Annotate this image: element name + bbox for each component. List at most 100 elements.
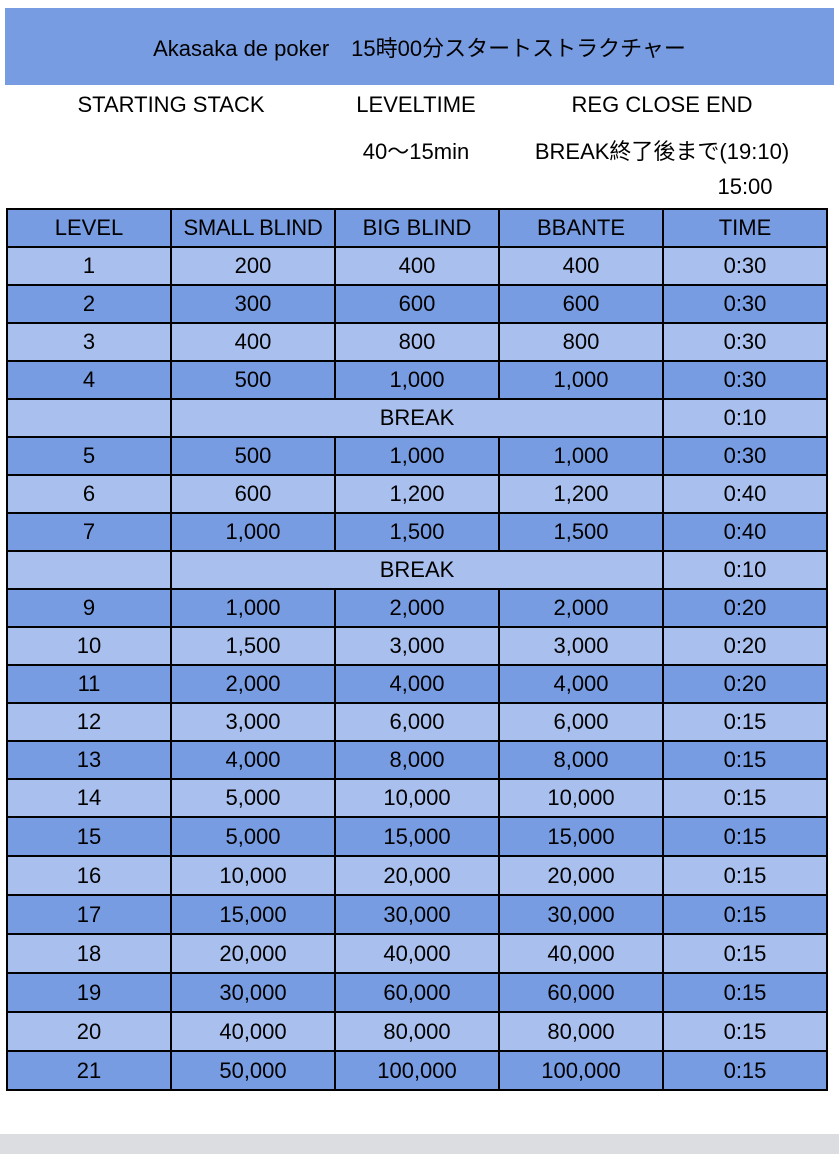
time-cell: 0:15 (662, 972, 828, 1013)
level-cell: 11 (6, 664, 172, 704)
bbante-cell: 10,000 (498, 778, 664, 818)
level-cell: 1 (6, 246, 172, 286)
level-row: 2 300 600 600 0:30 (6, 284, 828, 324)
level-cell: 3 (6, 322, 172, 362)
bbante-cell: 400 (498, 246, 664, 286)
big-blind-cell: 8,000 (334, 740, 500, 780)
bbante-cell: 1,000 (498, 436, 664, 476)
level-row: 13 4,000 8,000 8,000 0:15 (6, 740, 828, 780)
big-blind-cell: 1,000 (334, 360, 500, 400)
time-cell: 0:15 (662, 894, 828, 935)
level-cell: 6 (6, 474, 172, 514)
level-cell (6, 398, 172, 438)
small-blind-cell: 600 (170, 474, 336, 514)
level-cell (6, 550, 172, 590)
time-cell: 0:15 (662, 816, 828, 857)
title-banner: Akasaka de poker 15時00分スタートストラクチャー (5, 8, 834, 85)
level-row: 1 200 400 400 0:30 (6, 246, 828, 286)
bbante-cell: 1,500 (498, 512, 664, 552)
time-cell: 0:20 (662, 626, 828, 666)
level-cell: 14 (6, 778, 172, 818)
start-time: 15:00 (717, 174, 773, 199)
bbante-cell: 3,000 (498, 626, 664, 666)
small-blind-cell: 50,000 (170, 1050, 336, 1091)
small-blind-cell: 500 (170, 436, 336, 476)
level-row: 20 40,000 80,000 80,000 0:15 (6, 1011, 828, 1052)
big-blind-cell: 400 (334, 246, 500, 286)
big-blind-cell: 4,000 (334, 664, 500, 704)
level-row: 6 600 1,200 1,200 0:40 (6, 474, 828, 514)
level-row: 9 1,000 2,000 2,000 0:20 (6, 588, 828, 628)
time-cell: 0:40 (662, 474, 828, 514)
big-blind-cell: 800 (334, 322, 500, 362)
time-cell: 0:30 (662, 360, 828, 400)
level-cell: 18 (6, 933, 172, 974)
level-cell: 10 (6, 626, 172, 666)
bbante-cell: 2,000 (498, 588, 664, 628)
time-cell: 0:30 (662, 246, 828, 286)
big-blind-cell: 3,000 (334, 626, 500, 666)
small-blind-cell: 1,500 (170, 626, 336, 666)
bbante-cell: 100,000 (498, 1050, 664, 1091)
big-blind-cell: 1,000 (334, 436, 500, 476)
big-blind-cell: 600 (334, 284, 500, 324)
leveltime-value: 40〜15min (362, 139, 470, 164)
level-row: 21 50,000 100,000 100,000 0:15 (6, 1050, 828, 1091)
time-cell: 0:30 (662, 322, 828, 362)
time-cell: 0:30 (662, 284, 828, 324)
break-label: BREAK (170, 398, 664, 438)
break-row: BREAK 0:10 (6, 398, 828, 438)
bbante-cell: 15,000 (498, 816, 664, 857)
header-time: TIME (662, 208, 828, 248)
bbante-cell: 40,000 (498, 933, 664, 974)
big-blind-cell: 10,000 (334, 778, 500, 818)
big-blind-cell: 100,000 (334, 1050, 500, 1091)
level-cell: 17 (6, 894, 172, 935)
reg-close-label: REG CLOSE END (571, 92, 753, 117)
level-cell: 16 (6, 855, 172, 896)
bbante-cell: 20,000 (498, 855, 664, 896)
big-blind-cell: 2,000 (334, 588, 500, 628)
time-cell: 0:15 (662, 1050, 828, 1091)
small-blind-cell: 30,000 (170, 972, 336, 1013)
level-cell: 21 (6, 1050, 172, 1091)
starting-stack-label: STARTING STACK (77, 92, 265, 117)
small-blind-cell: 4,000 (170, 740, 336, 780)
time-cell: 0:30 (662, 436, 828, 476)
time-cell: 0:15 (662, 933, 828, 974)
bbante-cell: 30,000 (498, 894, 664, 935)
header-level: LEVEL (6, 208, 172, 248)
small-blind-cell: 5,000 (170, 778, 336, 818)
break-row: BREAK 0:10 (6, 550, 828, 590)
bbante-cell: 1,200 (498, 474, 664, 514)
big-blind-cell: 30,000 (334, 894, 500, 935)
bbante-cell: 800 (498, 322, 664, 362)
small-blind-cell: 15,000 (170, 894, 336, 935)
blind-structure-table: LEVEL SMALL BLIND BIG BLIND BBANTE TIME … (6, 208, 828, 1091)
small-blind-cell: 1,000 (170, 588, 336, 628)
bbante-cell: 600 (498, 284, 664, 324)
bbante-cell: 6,000 (498, 702, 664, 742)
time-cell: 0:15 (662, 740, 828, 780)
level-row: 5 500 1,000 1,000 0:30 (6, 436, 828, 476)
big-blind-cell: 1,500 (334, 512, 500, 552)
big-blind-cell: 20,000 (334, 855, 500, 896)
header-big-blind: BIG BLIND (334, 208, 500, 248)
time-cell: 0:15 (662, 702, 828, 742)
big-blind-cell: 60,000 (334, 972, 500, 1013)
small-blind-cell: 1,000 (170, 512, 336, 552)
level-row: 11 2,000 4,000 4,000 0:20 (6, 664, 828, 704)
level-row: 17 15,000 30,000 30,000 0:15 (6, 894, 828, 935)
level-cell: 7 (6, 512, 172, 552)
bbante-cell: 4,000 (498, 664, 664, 704)
level-row: 10 1,500 3,000 3,000 0:20 (6, 626, 828, 666)
time-cell: 0:15 (662, 855, 828, 896)
bbante-cell: 60,000 (498, 972, 664, 1013)
page-title: Akasaka de poker 15時00分スタートストラクチャー (153, 35, 686, 61)
small-blind-cell: 10,000 (170, 855, 336, 896)
bbante-cell: 1,000 (498, 360, 664, 400)
big-blind-cell: 40,000 (334, 933, 500, 974)
level-cell: 12 (6, 702, 172, 742)
big-blind-cell: 6,000 (334, 702, 500, 742)
level-row: 3 400 800 800 0:30 (6, 322, 828, 362)
